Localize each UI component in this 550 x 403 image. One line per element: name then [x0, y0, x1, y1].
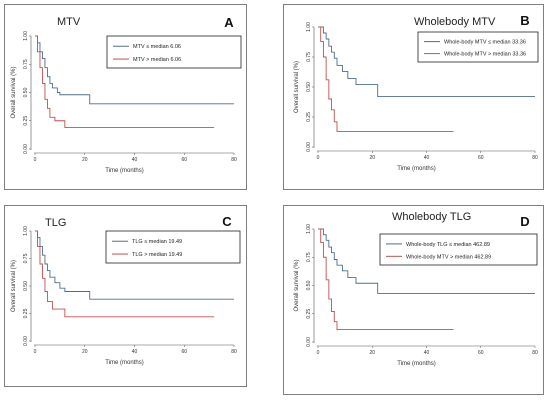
x-tick-label: 40 — [424, 155, 430, 161]
y-tick-label: 0.25 — [306, 112, 312, 122]
x-tick-label: 20 — [369, 155, 375, 161]
survival-curve-1 — [318, 26, 535, 98]
panel-c: TLG C 0.00 0.25 0.50 0.75 1.00 0 20 40 60 80 Time (m… — [4, 205, 247, 387]
legend-entry: Whole-body MTV > median 33.36 — [444, 52, 526, 58]
chart-title: Wholebody TLG — [392, 211, 471, 223]
panel-label: C — [222, 214, 232, 229]
y-tick-label: 0.75 — [306, 52, 312, 62]
x-tick-label: 0 — [317, 155, 320, 161]
survival-curve-1 — [318, 228, 535, 294]
legend-entry: MTV ≤ median 6.06 — [133, 44, 181, 50]
y-tick-label: 0.00 — [23, 144, 29, 154]
y-axis-label: Overall survival (%) — [11, 260, 17, 312]
x-tick-label: 60 — [478, 350, 484, 356]
survival-curve-1 — [35, 230, 234, 300]
y-tick-label: 1.00 — [23, 226, 29, 236]
x-axis-label: Time (months) — [397, 166, 435, 172]
x-tick-label: 40 — [132, 349, 138, 355]
survival-curve-2 — [35, 230, 215, 318]
y-tick-label: 0.00 — [306, 142, 312, 152]
panel-label: A — [224, 15, 234, 30]
y-tick-label: 0.00 — [306, 337, 312, 347]
legend-box — [106, 35, 242, 69]
x-axis-label: Time (months) — [397, 361, 435, 367]
y-tick-label: 0.75 — [23, 253, 29, 263]
y-tick-label: 1.00 — [306, 224, 312, 234]
y-tick-label: 1.00 — [23, 31, 29, 41]
chart-title: TLG — [45, 217, 66, 229]
legend-box — [105, 230, 241, 264]
y-tick-label: 1.00 — [306, 22, 312, 32]
legend-entry: Whole-body TLG ≤ median 462.89 — [406, 242, 490, 248]
y-tick-label: 0.75 — [23, 59, 29, 69]
x-tick-label: 0 — [317, 350, 320, 356]
x-tick-label: 20 — [369, 350, 375, 356]
legend-entry: MTV > median 6.06 — [133, 57, 181, 63]
x-tick-label: 0 — [34, 157, 37, 163]
km-chart-svg: MTV A 0.00 0.25 0.50 0.75 1.00 0 20 40 60 80 Time (m… — [11, 15, 242, 174]
x-tick-label: 40 — [132, 157, 138, 163]
y-tick-label: 0.00 — [23, 336, 29, 346]
x-tick-label: 20 — [82, 349, 88, 355]
km-chart-svg: Wholebody TLG D 0.00 0.25 0.50 0.75 1.00 0 20 40 6… — [294, 211, 538, 367]
x-tick-label: 0 — [34, 349, 37, 355]
x-tick-label: 80 — [532, 350, 538, 356]
y-tick-label: 0.75 — [306, 252, 312, 262]
panel-a: MTV A 0.00 0.25 0.50 0.75 1.00 0 20 40 60 80 Time (m… — [4, 4, 247, 190]
y-tick-label: 0.50 — [306, 280, 312, 290]
x-tick-label: 80 — [532, 155, 538, 161]
x-tick-label: 20 — [82, 157, 88, 163]
survival-curve-2 — [318, 228, 454, 331]
km-chart-svg: Wholebody MTV B 0.00 0.25 0.50 0.75 1.00 0 20 40 6… — [294, 13, 539, 172]
panel-label: D — [520, 214, 529, 229]
panel-b: Wholebody MTV B 0.00 0.25 0.50 0.75 1.00 0 20 40 6… — [283, 4, 544, 190]
y-tick-label: 0.25 — [23, 308, 29, 318]
x-tick-label: 80 — [231, 349, 237, 355]
legend-box — [417, 31, 539, 63]
x-axis-label: Time (months) — [105, 360, 143, 366]
x-tick-label: 60 — [181, 349, 187, 355]
y-tick-label: 0.25 — [306, 309, 312, 319]
legend-entry: TLG > median 19.49 — [132, 252, 182, 258]
legend-box — [379, 233, 538, 266]
y-tick-label: 0.25 — [23, 116, 29, 126]
survival-curve-2 — [318, 26, 454, 132]
y-tick-label: 0.50 — [306, 82, 312, 92]
y-axis-label: Overall survival (%) — [11, 66, 17, 118]
panel-label: B — [520, 13, 529, 28]
legend-entry: Whole-body MTV ≤ median 33.36 — [444, 40, 526, 46]
survival-curve-2 — [35, 35, 215, 128]
panel-d: Wholebody TLG D 0.00 0.25 0.50 0.75 1.00 0 20 40 6… — [283, 205, 544, 395]
y-tick-label: 0.50 — [23, 281, 29, 291]
chart-title: Wholebody MTV — [414, 16, 496, 28]
km-chart-svg: TLG C 0.00 0.25 0.50 0.75 1.00 0 20 40 60 80 Time (m… — [11, 214, 241, 366]
legend-entry: TLG ≤ median 19.49 — [132, 239, 182, 245]
chart-title: MTV — [57, 16, 81, 28]
survival-curve-1 — [35, 35, 234, 105]
x-tick-label: 60 — [181, 157, 187, 163]
y-axis-label: Overall survival (%) — [294, 61, 300, 113]
x-tick-label: 40 — [424, 350, 430, 356]
y-axis-label: Overall survival (%) — [294, 259, 300, 311]
y-tick-label: 0.50 — [23, 87, 29, 97]
legend-entry: Whole-body MTV > median 462.89 — [406, 254, 491, 260]
x-tick-label: 80 — [231, 157, 237, 163]
x-axis-label: Time (months) — [105, 168, 143, 174]
x-tick-label: 60 — [478, 155, 484, 161]
